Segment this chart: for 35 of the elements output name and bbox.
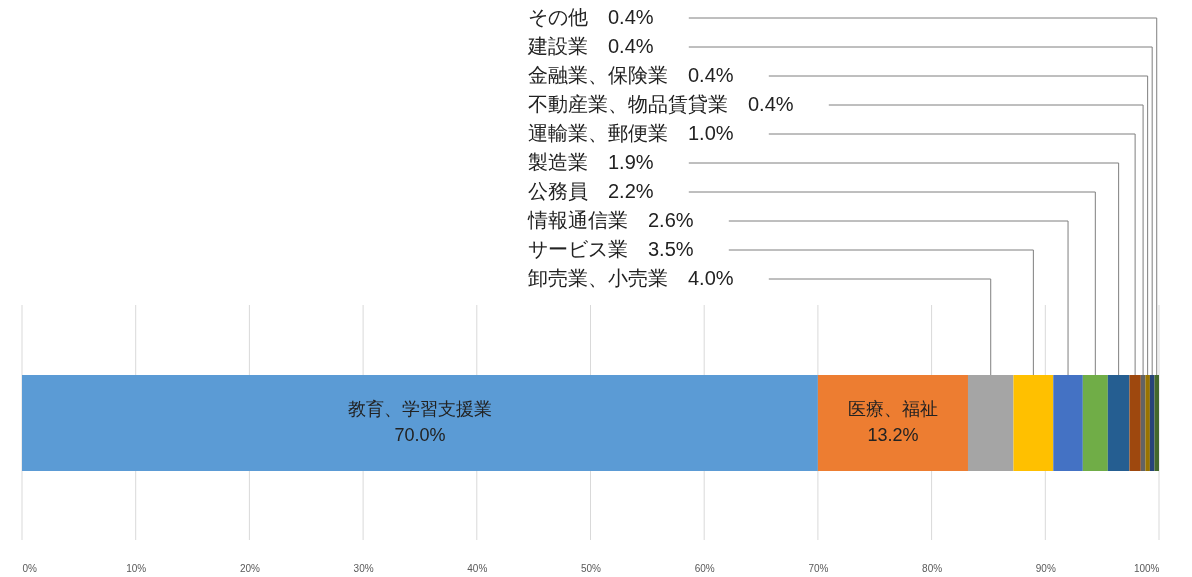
x-tick-label: 50%	[580, 562, 602, 574]
series-label: 教育、学習支援業	[347, 399, 492, 419]
bar	[967, 375, 1014, 471]
text: 卸売業、小売業 4.0%	[528, 267, 734, 289]
text: 公務員 2.2%	[528, 180, 654, 202]
bar	[1154, 375, 1159, 471]
bar	[817, 375, 968, 471]
data-label: 13.2%	[867, 425, 919, 445]
bar	[1129, 375, 1141, 471]
x-tick-label: 80%	[922, 562, 943, 574]
x-tick-label: 30%	[353, 562, 374, 574]
bar	[22, 375, 818, 471]
text: その他 0.4%	[528, 6, 654, 28]
x-tick-label: 90%	[1035, 562, 1056, 574]
bar	[1082, 375, 1108, 471]
x-tick-label: 100%	[1133, 562, 1160, 574]
text: 情報通信業 2.6%	[528, 209, 694, 231]
bar	[1107, 375, 1130, 471]
bar	[1053, 375, 1083, 471]
x-tick-label: 60%	[694, 562, 715, 574]
x-tick-label: 10%	[126, 562, 147, 574]
text: 不動産業、物品賃貸業 0.4%	[528, 93, 794, 115]
bar	[1145, 375, 1150, 471]
text: サービス業 3.5%	[528, 238, 694, 260]
x-tick-label: 20%	[239, 562, 261, 574]
text: 製造業 1.9%	[528, 151, 654, 173]
data-label: 70.0%	[394, 425, 446, 445]
x-tick-label: 0%	[22, 562, 38, 574]
bar	[1013, 375, 1054, 471]
text: 金融業、保険業 0.4%	[528, 64, 734, 86]
x-tick-label: 40%	[467, 562, 488, 574]
series-label: 医療、福祉	[847, 399, 938, 419]
text: 建設業 0.4%	[528, 35, 654, 57]
x-tick-label: 70%	[808, 562, 829, 574]
text: 運輸業、郵便業 1.0%	[528, 122, 734, 144]
